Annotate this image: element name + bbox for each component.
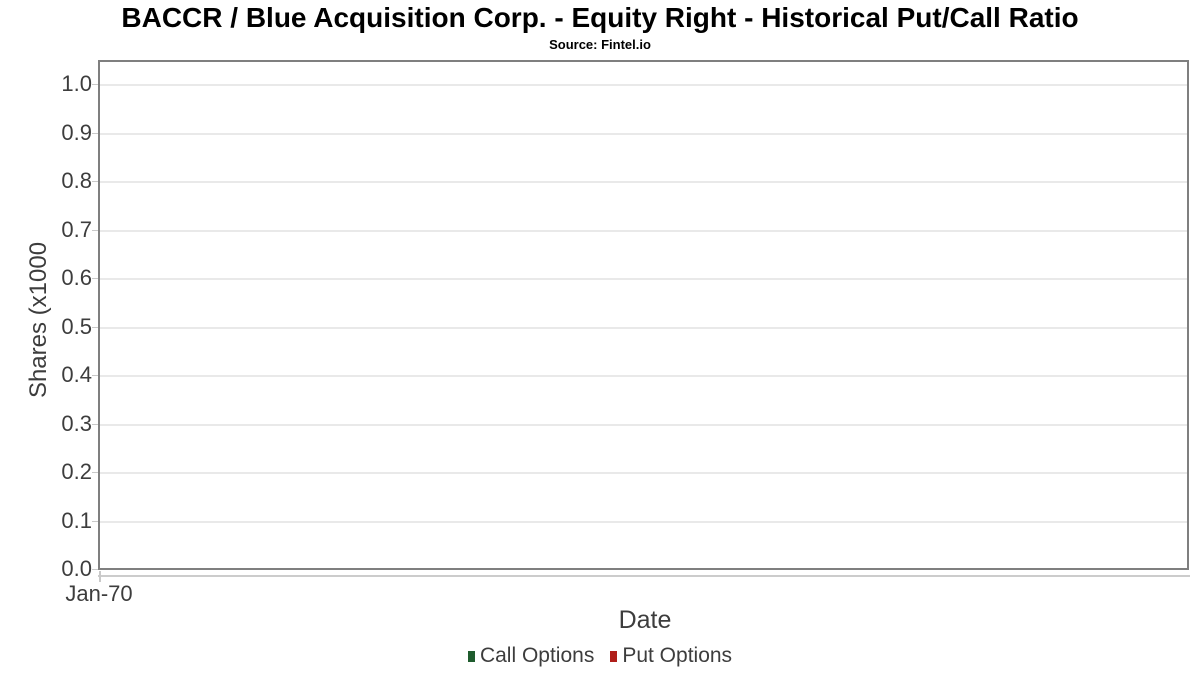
- legend-swatch-icon: [610, 650, 618, 662]
- y-tick-mark: [92, 375, 98, 377]
- y-tick-mark: [92, 181, 98, 183]
- y-tick-mark: [92, 278, 98, 280]
- y-tick-label: 0.3: [61, 410, 92, 436]
- chart-title: BACCR / Blue Acquisition Corp. - Equity …: [121, 2, 1079, 33]
- legend-item-call-options[interactable]: Call Options: [467, 644, 595, 668]
- y-tick-label: 0.6: [61, 265, 92, 291]
- gridline: [100, 84, 1187, 87]
- x-axis-line: [98, 575, 1190, 577]
- chart-subtitle: Source: Fintel.io: [549, 37, 651, 52]
- gridline: [100, 375, 1187, 378]
- legend-label: Call Options: [479, 644, 595, 667]
- legend-label: Put Options: [622, 644, 733, 667]
- gridline: [100, 326, 1187, 329]
- y-tick-mark: [92, 132, 98, 134]
- y-tick-label: 0.0: [61, 556, 92, 581]
- y-tick-mark: [92, 229, 98, 231]
- gridline: [100, 132, 1187, 135]
- y-tick-mark: [92, 326, 98, 328]
- y-tick-label: 0.9: [61, 119, 92, 145]
- y-tick-mark: [92, 569, 98, 570]
- legend-swatch-icon: [467, 650, 475, 662]
- gridline: [100, 520, 1187, 523]
- y-tick-label: 1.0: [61, 71, 92, 97]
- y-tick-label: 0.5: [61, 313, 92, 339]
- y-tick-mark: [92, 520, 98, 522]
- y-tick-mark: [92, 472, 98, 474]
- gridline: [100, 181, 1187, 184]
- legend: Call Options Put Options: [0, 644, 1200, 668]
- x-axis-label: Date: [618, 606, 672, 634]
- y-tick-label: 0.4: [61, 362, 92, 388]
- gridline: [100, 278, 1187, 281]
- gridline: [100, 472, 1187, 475]
- legend-item-put-options[interactable]: Put Options: [610, 644, 732, 668]
- y-tick-mark: [92, 423, 98, 425]
- gridline: [100, 423, 1187, 426]
- y-tick-label: 0.7: [61, 216, 92, 242]
- gridline: [100, 229, 1187, 232]
- x-tick-label: Jan-70: [65, 581, 133, 606]
- y-tick-mark: [92, 84, 98, 86]
- plot-area: [98, 60, 1189, 570]
- x-axis-tick: [99, 571, 101, 582]
- y-tick-label: 0.1: [61, 507, 92, 533]
- y-tick-label: 0.8: [61, 168, 92, 194]
- y-tick-label: 0.2: [61, 459, 92, 485]
